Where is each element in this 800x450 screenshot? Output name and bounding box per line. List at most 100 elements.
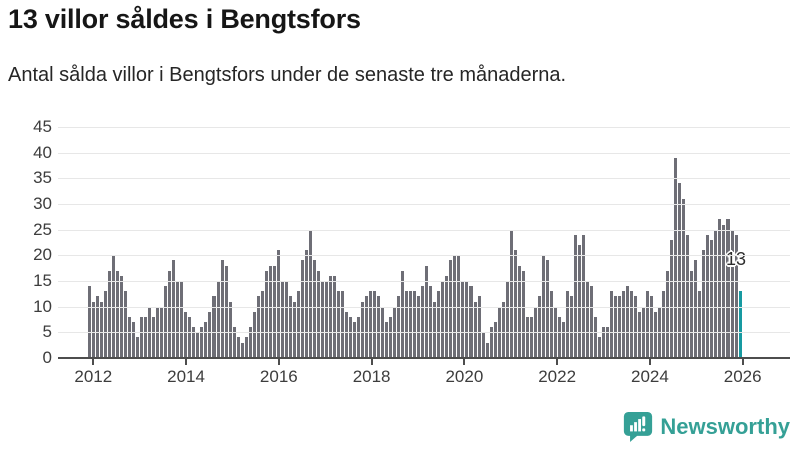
- bar: [208, 311, 212, 358]
- bar: [272, 265, 276, 358]
- bar: [176, 281, 180, 358]
- bar: [196, 332, 200, 358]
- bar: [397, 296, 401, 358]
- bar: [634, 296, 638, 358]
- bar: [726, 219, 730, 358]
- bar: [260, 291, 264, 358]
- bar: [320, 281, 324, 358]
- bar: [622, 291, 626, 358]
- bar: [678, 183, 682, 358]
- y-axis-tick-label: 15: [33, 271, 52, 290]
- bar: [489, 327, 493, 358]
- bar: [481, 332, 485, 358]
- plot-area: 13 0 5 10 15 20 25 30 35 40 45 2012 2014 2016 2018 202…: [33, 117, 790, 386]
- bar: [132, 322, 136, 358]
- bar: [557, 316, 561, 358]
- x-axis-tick: [741, 358, 744, 365]
- bar: [674, 157, 678, 358]
- bar: [184, 311, 188, 358]
- bar: [284, 281, 288, 358]
- bar: [152, 316, 156, 358]
- y-axis-tick-label: 40: [33, 142, 52, 162]
- bar: [505, 281, 509, 358]
- bar: [429, 286, 433, 358]
- bar: [316, 270, 320, 358]
- bar: [349, 316, 353, 358]
- bar: [136, 337, 140, 358]
- bar: [409, 291, 413, 358]
- bar: [638, 311, 642, 358]
- bar: [626, 286, 630, 358]
- x-axis-tick-label: 2024: [630, 367, 669, 386]
- bar: [120, 275, 124, 358]
- bar: [200, 327, 204, 358]
- bar: [373, 291, 377, 358]
- bar: [509, 229, 513, 358]
- chart-subtitle: Antal sålda villor i Bengtsfors under de…: [8, 64, 567, 86]
- bar: [96, 296, 100, 358]
- y-axis-tick-label: 30: [33, 194, 52, 213]
- bar: [618, 296, 622, 358]
- bar: [610, 291, 614, 358]
- bar: [172, 260, 176, 358]
- y-axis-tick-label: 25: [33, 219, 52, 239]
- bar: [413, 291, 417, 358]
- bar: [296, 291, 300, 358]
- gridline: [58, 332, 790, 334]
- bar: [124, 291, 128, 358]
- x-axis-tick: [370, 358, 373, 365]
- newsworthy-logo-text: Newsworthy: [660, 414, 790, 439]
- bar: [573, 234, 577, 358]
- bar: [345, 311, 349, 358]
- bar: [144, 316, 148, 358]
- y-axis-tick-label: 45: [33, 117, 52, 136]
- bar: [710, 239, 714, 358]
- bar: [734, 234, 738, 358]
- y-axis-tick-label: 20: [33, 245, 52, 265]
- bar: [417, 296, 421, 358]
- bar-series: [88, 127, 742, 358]
- x-axis-tick-label: 2014: [167, 367, 205, 386]
- bar: [682, 198, 686, 358]
- x-axis-tick-label: 2026: [723, 367, 762, 386]
- bar: [276, 250, 280, 358]
- bar: [357, 316, 361, 358]
- x-axis-line: [58, 357, 790, 359]
- x-axis-tick-label: 2012: [74, 367, 113, 386]
- x-axis-tick-label: 2020: [445, 367, 484, 386]
- bar: [292, 301, 296, 358]
- gridline: [58, 255, 790, 257]
- y-axis-tick-label: 0: [42, 348, 52, 367]
- bar: [168, 270, 172, 358]
- newsworthy-logo[interactable]: Newsworthy: [623, 411, 790, 443]
- highlighted-bar: [738, 291, 742, 358]
- bar: [593, 316, 597, 358]
- bar: [654, 311, 658, 358]
- bar: [569, 296, 573, 358]
- y-axis-tick-label: 5: [42, 322, 52, 342]
- bar: [108, 270, 112, 358]
- x-axis-tick: [92, 358, 95, 365]
- bar: [706, 234, 710, 358]
- x-axis-tick: [185, 358, 188, 365]
- x-axis-tick-label: 2016: [259, 367, 298, 386]
- bar: [216, 281, 220, 358]
- bar: [477, 296, 481, 358]
- bar: [232, 327, 236, 358]
- bar: [702, 250, 706, 358]
- bar: [561, 322, 565, 358]
- bar: [268, 265, 272, 358]
- bar: [630, 291, 634, 358]
- bar: [353, 322, 357, 358]
- bar: [92, 301, 96, 358]
- bar: [686, 234, 690, 358]
- bar: [646, 291, 650, 358]
- bar: [100, 301, 104, 358]
- bar: [180, 281, 184, 358]
- page-title: 13 villor såldes i Bengtsfors: [8, 4, 361, 34]
- bar: [116, 270, 120, 358]
- gridline: [58, 152, 790, 154]
- gridline: [58, 204, 790, 205]
- bar: [377, 296, 381, 358]
